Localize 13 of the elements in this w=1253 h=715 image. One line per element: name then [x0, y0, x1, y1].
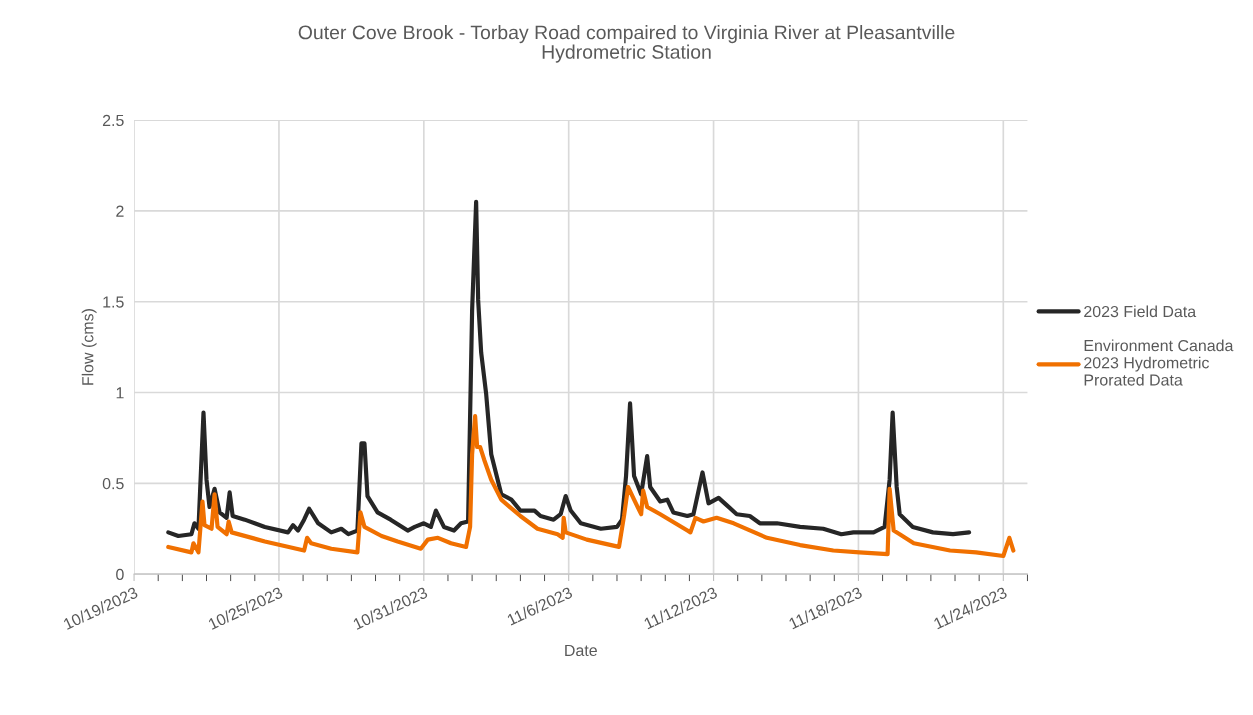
line-series — [166, 199, 972, 539]
legend-label: Environment Canada 2023 Hydrometric Prorated Data — [1084, 339, 1234, 386]
y-axis-title: Flow (cms) — [81, 309, 97, 385]
y-tick-label: 2.5 — [102, 114, 124, 127]
y-tick-label: 1.5 — [103, 296, 124, 308]
y-tick-label: 2 — [116, 205, 124, 217]
x-axis-title: Date — [565, 644, 597, 657]
y-tick-label: 0.5 — [102, 477, 124, 490]
legend-label: 2023 Field Data — [1084, 305, 1197, 318]
chart-title: Outer Cove Brook - Torbay Road compaired to Virginia River at Pleasantville Hydrometric Station — [298, 25, 955, 63]
y-tick-label: 1 — [116, 387, 124, 399]
y-tick-label: 0 — [116, 568, 124, 581]
line-series — [166, 414, 1016, 559]
